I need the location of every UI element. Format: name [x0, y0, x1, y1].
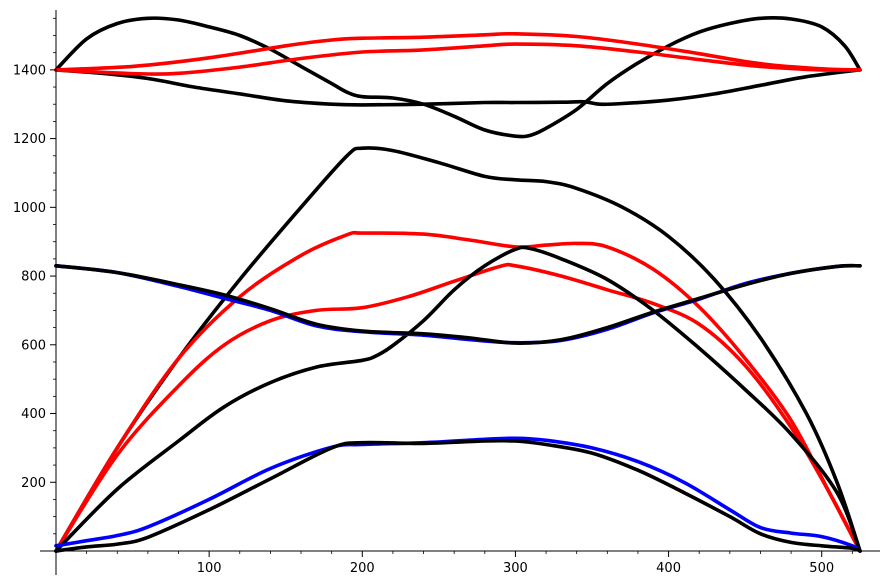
x-tick-label: 500 — [809, 561, 834, 576]
x-tick-label: 200 — [350, 561, 375, 576]
series-line-red-3 — [54, 42, 862, 76]
series-layer — [54, 16, 862, 553]
x-tick-label: 400 — [656, 561, 681, 576]
series-line-black-7 — [54, 245, 862, 553]
series-line-black-4 — [54, 146, 862, 553]
series-line-black-1 — [54, 68, 862, 107]
x-tick-label: 100 — [197, 561, 222, 576]
series-line-black-11 — [54, 438, 862, 553]
series-line-red-5 — [54, 230, 862, 553]
y-tick-label: 400 — [21, 407, 46, 422]
series-line-black-0 — [54, 16, 862, 139]
series-line-blue-8 — [54, 263, 862, 345]
series-line-black-9 — [54, 263, 862, 345]
series-line-blue-10 — [54, 436, 862, 553]
y-tick-label: 800 — [21, 270, 46, 285]
y-tick-label: 1200 — [13, 132, 46, 147]
series-line-red-6 — [54, 262, 862, 553]
y-tick-label: 1000 — [13, 201, 46, 216]
series-line-red-2 — [54, 31, 862, 72]
y-tick-label: 1400 — [13, 63, 46, 78]
y-tick-label: 600 — [21, 338, 46, 353]
axes: 200 400 600 800 1000 1200 1400 100 200 300 400 500 — [13, 10, 880, 576]
x-tick-label: 300 — [503, 561, 528, 576]
y-tick-label: 200 — [21, 476, 46, 491]
